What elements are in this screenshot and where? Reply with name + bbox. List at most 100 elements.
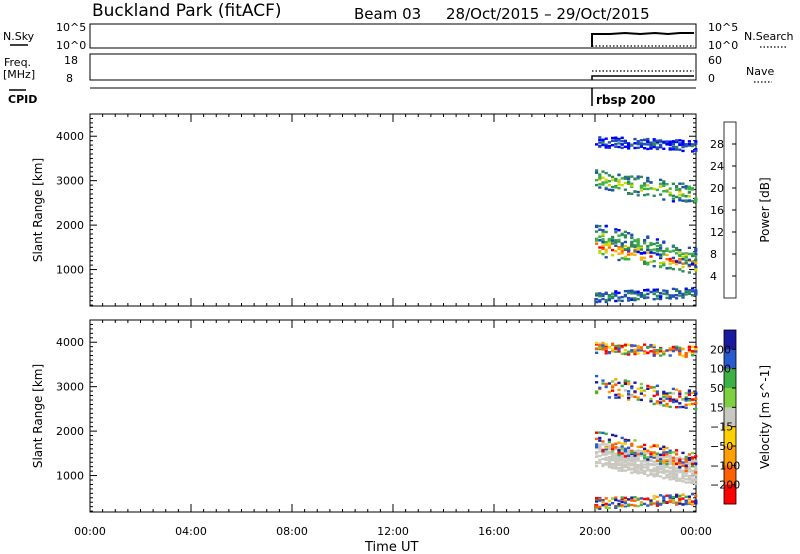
data-cell (659, 143, 663, 147)
data-cell (623, 230, 627, 234)
data-cell (691, 262, 695, 266)
data-cell (678, 466, 682, 469)
ground-scatter-cell (671, 471, 675, 474)
ground-scatter-cell (595, 451, 599, 454)
data-cell (595, 347, 599, 350)
data-cell (620, 139, 624, 143)
ground-scatter-cell (633, 469, 637, 472)
data-cell (614, 239, 618, 242)
data-cell (678, 261, 682, 264)
data-cell (636, 140, 640, 143)
ground-scatter-cell (604, 456, 608, 460)
ground-scatter-cell (627, 462, 631, 465)
data-cell (630, 297, 634, 300)
data-cell (636, 297, 640, 301)
data-cell (598, 294, 602, 297)
data-cell (617, 179, 621, 182)
data-cell (601, 346, 605, 349)
data-cell (671, 249, 675, 253)
data-cell (681, 194, 685, 197)
data-cell (652, 292, 656, 296)
data-cell (620, 504, 624, 507)
data-cell (687, 397, 691, 401)
data-cell (595, 500, 599, 503)
data-cell (623, 141, 627, 144)
data-cell (678, 498, 682, 501)
data-cell (652, 265, 656, 268)
data-cell (623, 258, 627, 261)
ground-scatter-cell (687, 481, 691, 484)
data-cell (617, 173, 621, 176)
data-cell (607, 237, 611, 241)
data-cell (655, 400, 659, 403)
data-cell (675, 398, 679, 401)
ground-scatter-cell (665, 473, 669, 476)
data-cell (668, 449, 672, 452)
data-cell (659, 246, 663, 250)
data-cell (633, 499, 637, 502)
data-cell (633, 137, 637, 141)
data-cell (627, 296, 631, 300)
data-cell (630, 385, 634, 388)
data-cell (643, 502, 647, 506)
data-cell (662, 459, 666, 463)
data-cell (662, 399, 666, 402)
data-cell (662, 289, 666, 292)
data-cell (627, 439, 631, 442)
data-cell (604, 145, 608, 148)
data-cell (604, 178, 608, 182)
data-cell (598, 250, 602, 253)
data-cell (675, 406, 679, 409)
data-cell (678, 199, 682, 202)
ground-scatter-cell (652, 463, 656, 466)
data-cell (665, 190, 669, 193)
data-cell (675, 195, 679, 199)
data-cell (662, 448, 666, 451)
data-cell (678, 458, 682, 461)
data-cell (633, 239, 637, 242)
data-cell (678, 291, 682, 294)
ground-scatter-cell (598, 447, 602, 450)
ground-scatter-cell (681, 457, 685, 461)
data-cell (678, 460, 682, 463)
data-cell (639, 256, 643, 259)
ground-scatter-cell (614, 463, 618, 467)
data-cell (662, 261, 666, 264)
data-cell (627, 350, 631, 353)
ground-scatter-cell (611, 466, 615, 470)
data-cell (636, 175, 640, 178)
velocity-colorbar: 200 100 50 15 −15 −50 −100 −200 Velocity [m s^-1… (710, 329, 772, 505)
ground-scatter-cell (684, 474, 688, 478)
ground-scatter-cell (643, 458, 647, 462)
ground-scatter-cell (659, 467, 663, 471)
data-cell (604, 187, 608, 191)
data-cell (595, 341, 599, 345)
data-cell (694, 502, 698, 505)
data-cell (691, 503, 695, 506)
data-cell (652, 251, 656, 255)
data-cell (668, 266, 672, 270)
nsky-strip-frame (89, 23, 697, 49)
data-cell (614, 186, 618, 189)
data-cell (611, 144, 615, 147)
data-cell (633, 146, 637, 150)
colorbar-tick-label: 50 (710, 382, 724, 395)
data-cell (655, 238, 659, 241)
data-cell (684, 262, 688, 265)
data-cell (694, 407, 698, 411)
data-cell (687, 252, 691, 256)
data-cell (694, 471, 698, 474)
data-cell (623, 503, 627, 506)
data-cell (655, 297, 659, 300)
data-cell (662, 240, 666, 243)
data-cell (668, 257, 672, 261)
ground-scatter-cell (671, 473, 675, 476)
ground-scatter-cell (636, 470, 640, 473)
data-cell (639, 139, 643, 142)
data-cell (687, 393, 691, 397)
ground-scatter-cell (684, 481, 688, 484)
data-cell (643, 184, 647, 187)
data-cell (652, 389, 656, 392)
data-cell (649, 350, 653, 353)
data-cell (611, 185, 615, 189)
